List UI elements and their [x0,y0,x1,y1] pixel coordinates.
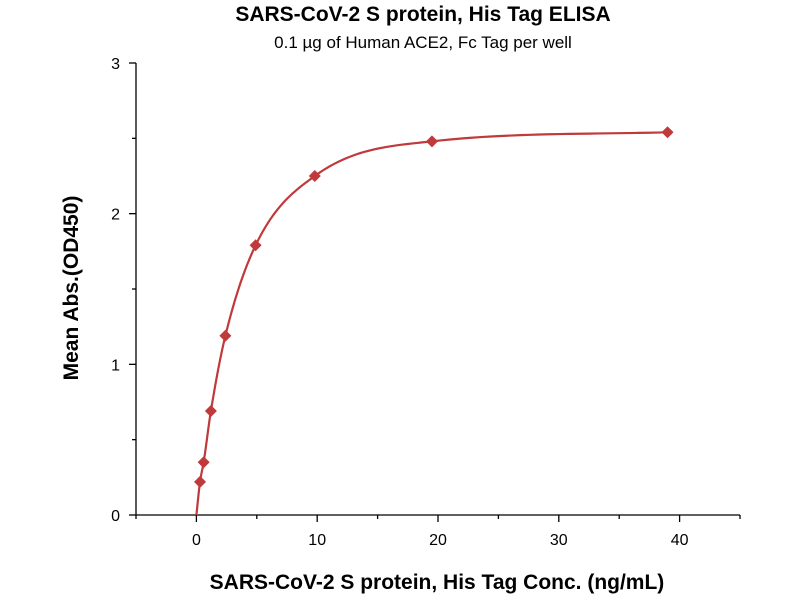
data-point-4 [249,239,262,252]
data-point-6 [425,135,438,148]
x-tick-label-40: 40 [671,532,689,549]
data-point-3 [219,329,232,342]
x-tick-label-10: 10 [308,532,326,549]
axes [135,63,740,516]
y-tick-label-2: 2 [111,207,120,224]
data-point-5 [308,170,321,182]
fit-curve [195,131,668,516]
data-point-1 [197,456,210,469]
y-axis-label: Mean Abs.(OD450) [60,196,83,381]
chart-subtitle: 0.1 µg of Human ACE2, Fc Tag per well [274,33,572,52]
x-tick-label-30: 30 [550,532,568,549]
y-ticks: 0 1 2 3 [111,56,136,525]
data-point-0 [194,475,207,488]
y-tick-label-1: 1 [111,357,120,374]
y-tick-label-3: 3 [111,56,120,73]
y-tick-label-0: 0 [111,508,120,525]
chart-title: SARS-CoV-2 S protein, His Tag ELISA [235,3,610,26]
x-tick-label-20: 20 [429,532,447,549]
x-ticks: 0 10 20 30 40 [135,515,741,549]
data-point-7 [661,126,674,139]
x-axis-label: SARS-CoV-2 S protein, His Tag Conc. (ng/… [210,571,665,594]
x-tick-label-0: 0 [192,532,201,549]
data-point-2 [204,405,217,418]
data-points [194,126,674,488]
